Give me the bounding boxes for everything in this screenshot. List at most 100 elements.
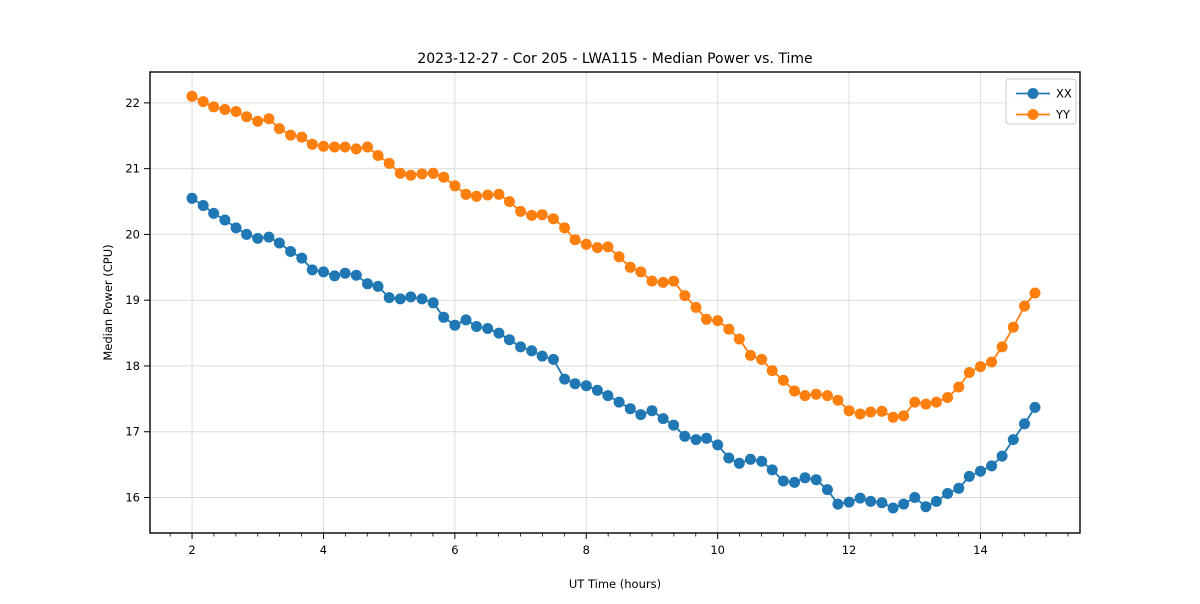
series-xx-marker	[306, 264, 318, 276]
series-xx-marker	[449, 319, 461, 331]
series-xx-marker	[843, 496, 855, 508]
series-yy-marker	[296, 131, 308, 143]
series-xx-marker	[821, 484, 833, 496]
series-xx-marker	[285, 246, 297, 257]
y-tick-label: 17	[125, 425, 140, 439]
series-xx-marker	[427, 297, 439, 309]
series-xx-marker	[876, 497, 888, 509]
series-yy-marker	[526, 209, 538, 221]
series-xx-marker	[624, 403, 636, 415]
series-yy-marker	[471, 190, 482, 202]
plot-border	[149, 71, 1081, 534]
series-xx-marker	[536, 350, 548, 362]
series-yy-marker	[416, 168, 428, 180]
series-xx-marker	[503, 334, 515, 346]
y-tick-label: 18	[125, 359, 140, 373]
series-yy-marker	[876, 405, 888, 417]
series-yy-marker	[963, 367, 975, 378]
series-xx-marker	[580, 380, 592, 392]
series-xx-marker	[920, 501, 932, 513]
x-tick-label: 12	[842, 543, 857, 557]
series-yy-marker	[777, 374, 789, 386]
series-xx-marker	[766, 464, 778, 476]
series-xx-marker	[339, 267, 351, 279]
series-xx-line	[191, 197, 1036, 509]
series-xx-marker	[219, 214, 231, 226]
x-tick-label: 4	[320, 543, 327, 557]
legend-marker-xx	[1027, 88, 1039, 99]
series-yy-marker	[624, 261, 636, 273]
series-yy-marker	[482, 189, 494, 201]
series-xx-marker	[273, 237, 285, 249]
series-yy-marker	[668, 275, 680, 287]
series-yy-marker	[657, 276, 669, 288]
series-yy-marker	[536, 209, 548, 221]
series-yy-marker	[503, 196, 515, 208]
series-yy-marker	[591, 242, 603, 254]
series-yy-marker	[350, 143, 362, 155]
series-yy-marker	[986, 356, 998, 368]
series-xx-marker	[569, 378, 581, 390]
series-xx-marker	[690, 434, 702, 446]
series-yy-marker	[241, 111, 253, 123]
series-xx-marker	[679, 430, 691, 442]
series-yy-marker	[733, 333, 745, 345]
series-yy-marker	[1007, 321, 1019, 333]
series-xx-marker	[1029, 401, 1041, 413]
series-yy-marker	[766, 365, 778, 377]
series-yy-marker	[690, 301, 702, 313]
y-tick-label: 22	[125, 96, 140, 110]
series-xx-marker	[963, 470, 975, 482]
series-yy-marker	[930, 396, 942, 408]
series-xx-marker	[186, 192, 198, 204]
series-yy-marker	[329, 141, 341, 153]
series-yy-marker	[613, 251, 625, 263]
series-xx-marker	[350, 269, 362, 281]
series-xx-marker	[405, 291, 417, 303]
series-yy-marker	[723, 323, 735, 335]
series-xx-marker	[372, 280, 384, 292]
series-yy-marker	[799, 390, 811, 402]
series-yy-marker	[559, 222, 571, 234]
series-xx-marker	[712, 439, 724, 451]
series-xx-marker	[986, 460, 998, 472]
x-axis-label: UT Time (hours)	[569, 577, 661, 591]
series-xx-marker	[241, 228, 253, 240]
series-xx-marker	[909, 492, 921, 503]
x-tick-label: 6	[451, 543, 458, 557]
series-xx-marker	[930, 495, 942, 507]
series-yy-marker	[569, 234, 581, 246]
legend-box	[1005, 78, 1077, 125]
series-xx-marker	[668, 419, 680, 431]
y-axis-label: Median Power (CPU)	[101, 244, 115, 360]
series-xx-marker	[362, 278, 373, 290]
series-yy-marker	[920, 398, 932, 410]
series-yy-marker	[427, 167, 439, 179]
series-xx-marker	[526, 345, 538, 357]
series-yy-marker	[865, 406, 877, 418]
series-xx-marker	[296, 252, 308, 264]
series-yy-marker	[460, 188, 472, 200]
series-xx-marker	[252, 232, 264, 244]
series-yy-marker	[1029, 287, 1041, 299]
series-yy-marker	[372, 150, 384, 161]
series-yy-marker	[515, 205, 527, 217]
legend-marker-yy	[1027, 109, 1039, 120]
plot-area: 2 4 6 8 10 12 14 16 17 18 19 20 21 22 XX YY	[125, 71, 1081, 557]
series-yy-marker	[493, 188, 505, 200]
series-xx-marker	[515, 341, 527, 353]
series-xx-marker	[471, 321, 482, 332]
series-yy-marker	[186, 90, 198, 102]
series-yy-marker	[394, 167, 406, 179]
series-xx-marker	[777, 475, 789, 487]
series-xx-marker	[854, 492, 866, 504]
series-yy-marker	[745, 349, 756, 361]
series-xx-marker	[613, 396, 625, 408]
series-yy-marker	[383, 157, 395, 169]
series-xx-marker	[810, 474, 822, 486]
series-yy-marker	[602, 241, 614, 253]
series-xx-marker	[602, 390, 614, 402]
series-xx-marker	[329, 270, 341, 282]
series-yy-marker	[821, 390, 833, 402]
